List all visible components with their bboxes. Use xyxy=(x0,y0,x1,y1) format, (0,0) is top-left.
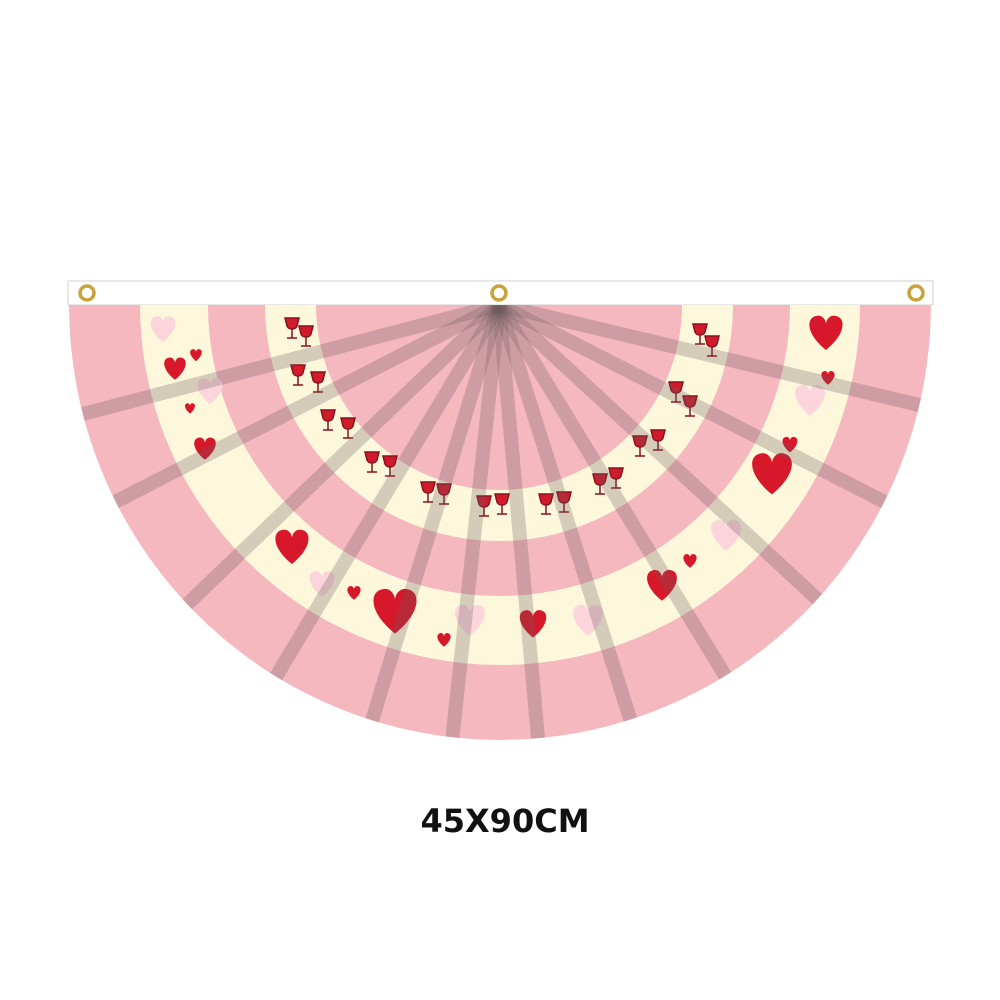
size-caption: 45X90CM xyxy=(420,802,589,840)
grommet xyxy=(907,284,925,302)
fold-shadows xyxy=(69,305,931,740)
grommet xyxy=(490,284,508,302)
bunting-fan xyxy=(69,305,931,740)
grommet xyxy=(78,284,96,302)
